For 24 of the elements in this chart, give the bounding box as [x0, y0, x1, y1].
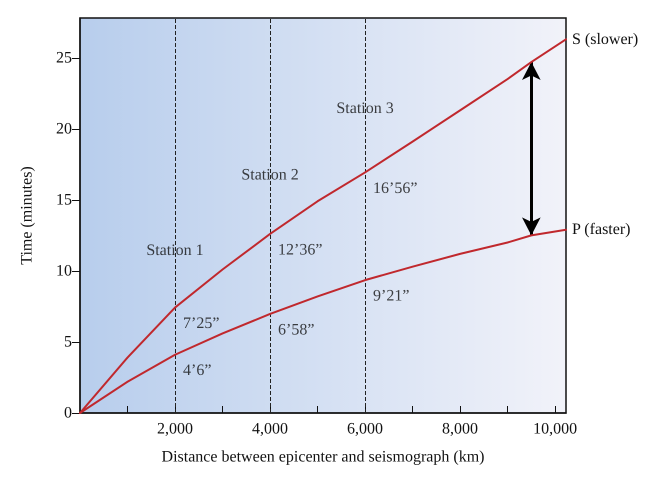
annotation: 9’21”: [373, 288, 410, 305]
y-tick-label: 15: [56, 191, 72, 208]
x-tick-label: 6,000: [347, 420, 384, 438]
annotation: 12’36”: [278, 241, 322, 258]
annotation: 4’6”: [183, 362, 212, 380]
y-tick-label: 0: [64, 404, 72, 422]
y-axis-title: Time (minutes): [18, 166, 36, 265]
y-tick-label: 5: [64, 333, 72, 350]
x-tick-label: 4,000: [252, 420, 288, 438]
annotation: 7’25”: [183, 315, 220, 332]
y-tick-label: 25: [56, 49, 72, 66]
y-tick-label: 20: [56, 120, 72, 138]
annotation: 16’56”: [373, 180, 418, 197]
annotation: Station 2: [241, 166, 299, 184]
annotation: 6’58”: [278, 321, 314, 338]
x-tick-label: 2,000: [157, 420, 194, 438]
annotation: Station 1: [146, 242, 204, 259]
annotation: Station 3: [336, 100, 394, 117]
x-tick-label: 10,000: [533, 420, 578, 438]
x-tick-label: 8,000: [442, 420, 478, 438]
series-label: P (faster): [572, 221, 630, 238]
series-label: S (slower): [572, 30, 638, 48]
y-tick-label: 10: [56, 262, 72, 280]
x-axis-title: Distance between epicenter and seismograph (km): [162, 448, 484, 466]
